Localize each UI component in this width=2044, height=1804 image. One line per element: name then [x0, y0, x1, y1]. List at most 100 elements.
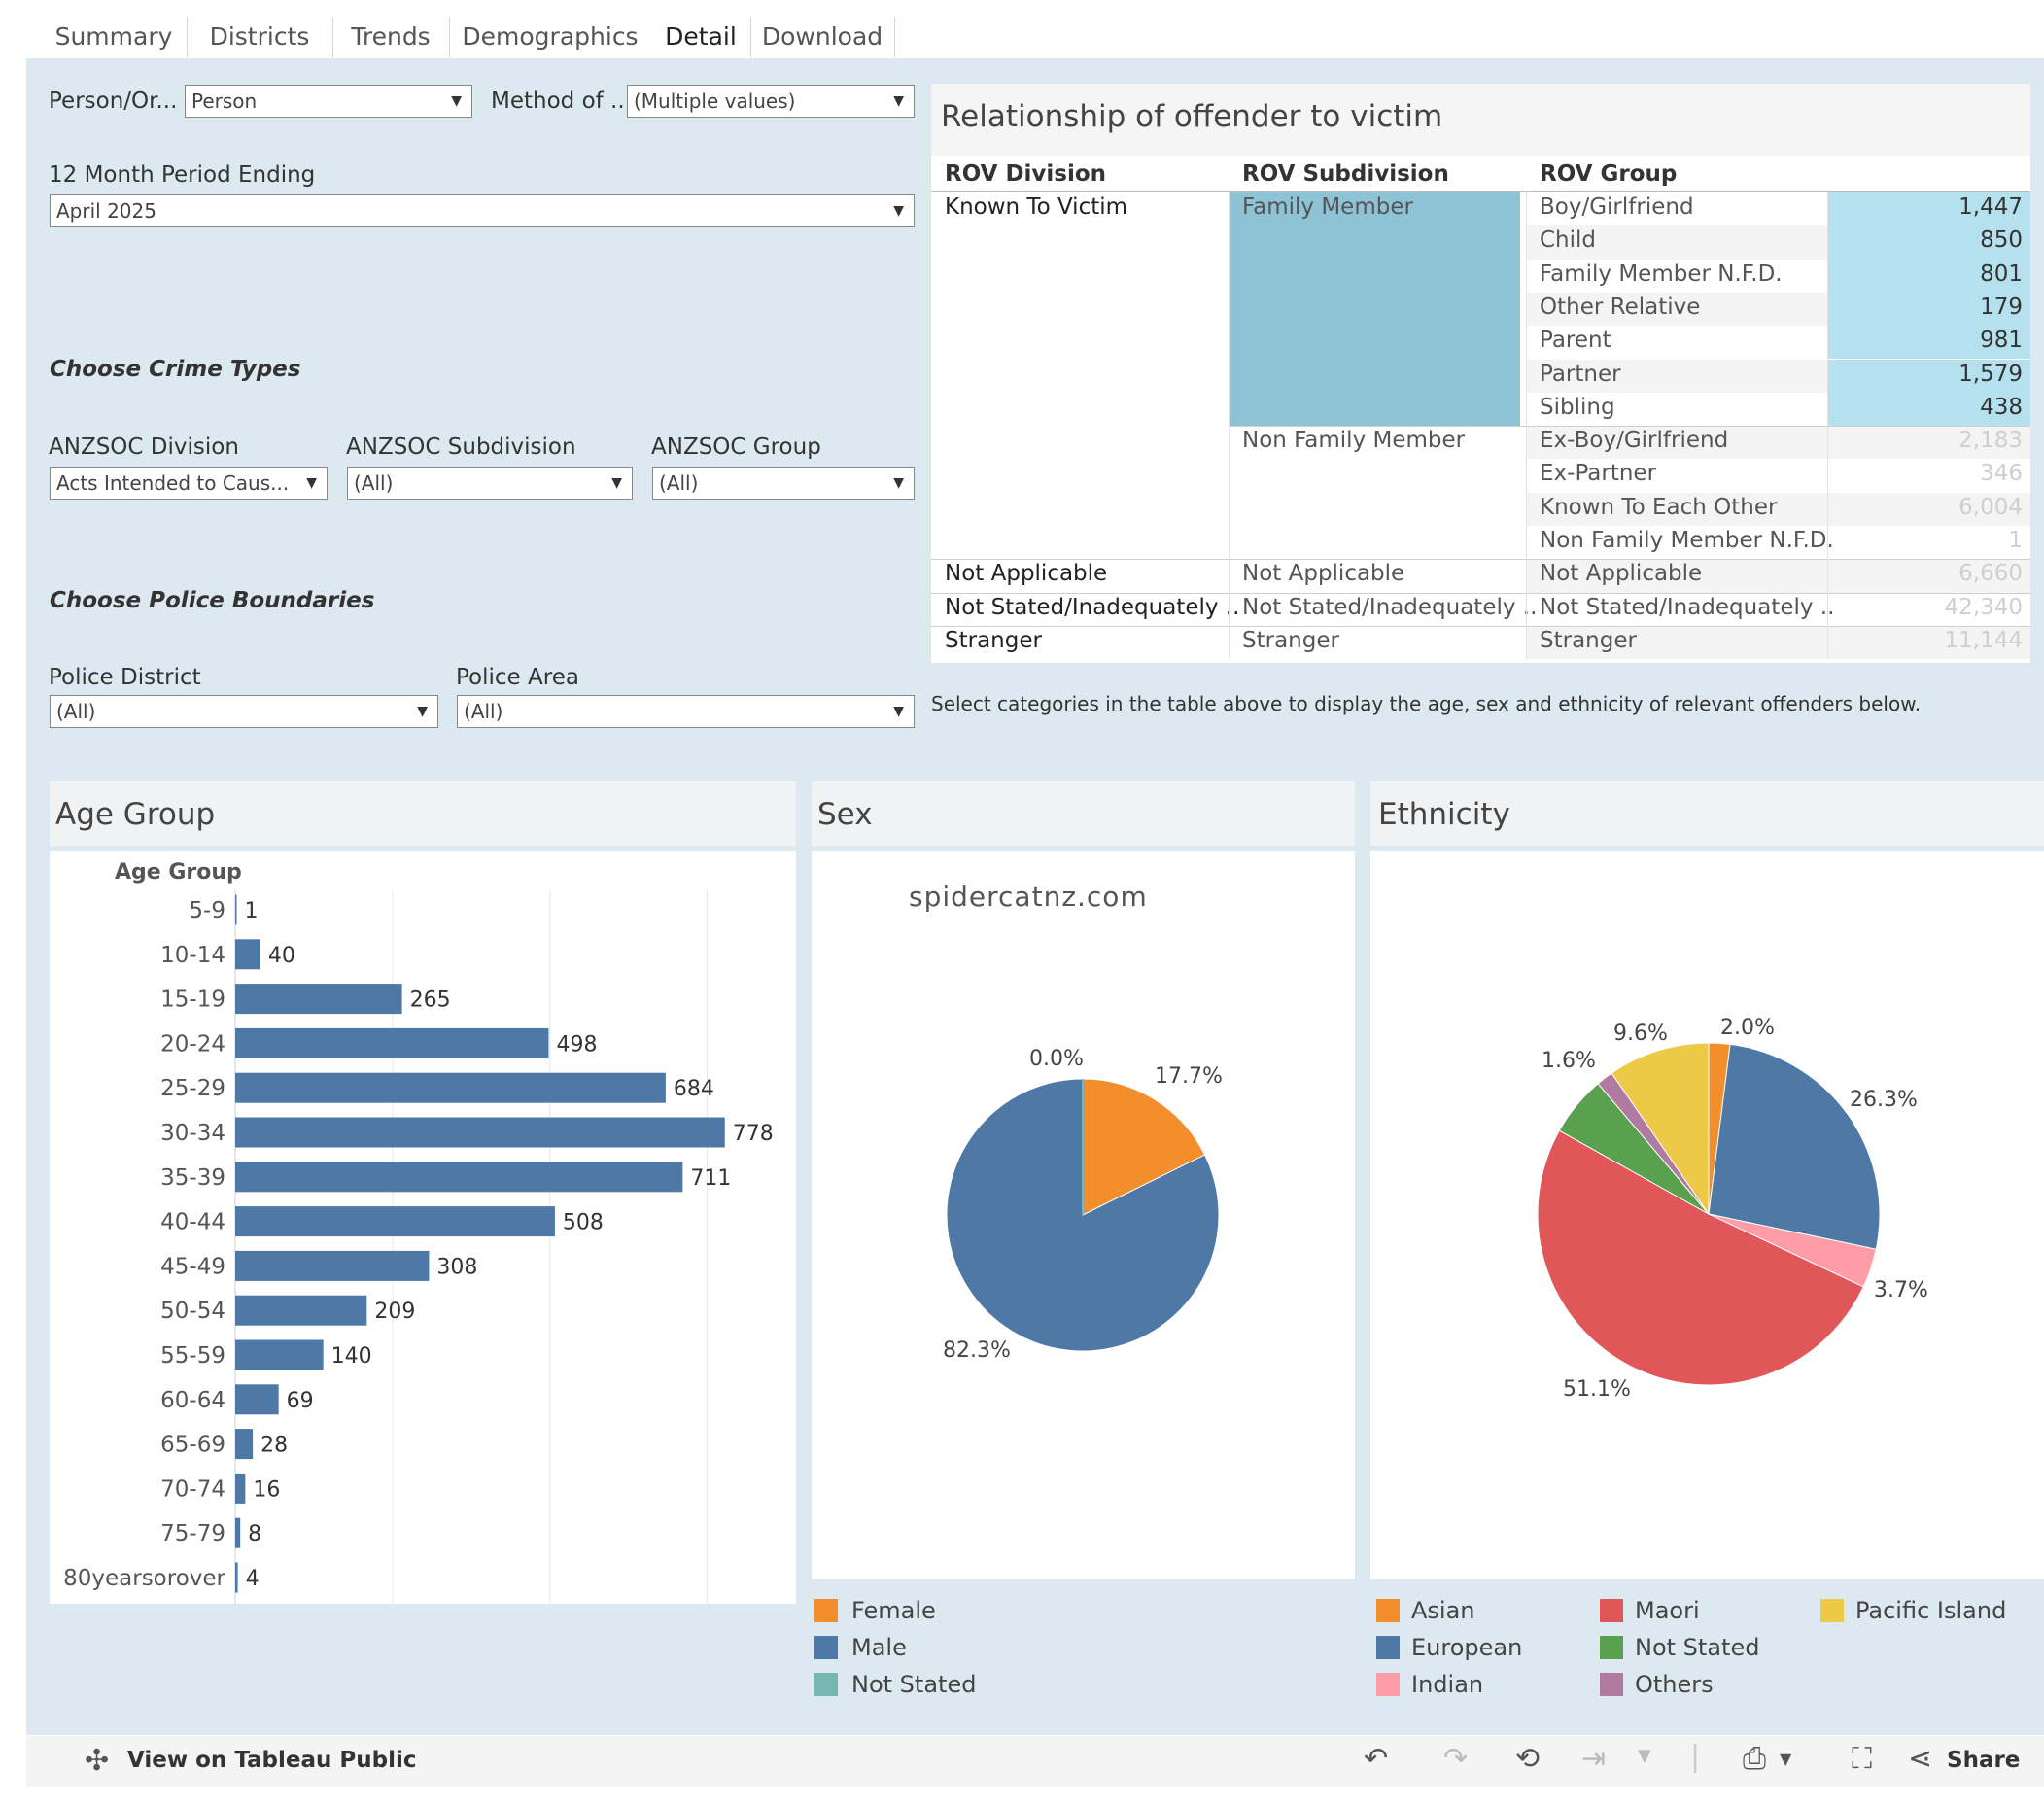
selected-value-cell[interactable]: [1827, 326, 2030, 360]
rov-group-cell[interactable]: Other Relative: [1540, 294, 1701, 320]
tab-demographics[interactable]: Demographics: [449, 17, 652, 57]
legend-swatch[interactable]: [1600, 1673, 1623, 1696]
age-bar[interactable]: [235, 1206, 555, 1237]
rov-group-cell[interactable]: Known To Each Other: [1540, 494, 1778, 520]
tab-districts[interactable]: Districts: [187, 17, 333, 57]
rov-group-cell[interactable]: Child: [1540, 227, 1597, 254]
pie-slice-female[interactable]: [1082, 1078, 1206, 1216]
method-dropdown[interactable]: (Multiple values) ▼: [627, 85, 915, 118]
legend-swatch[interactable]: [814, 1673, 838, 1696]
rov-division-cell[interactable]: Not Applicable: [945, 561, 1108, 587]
redo-icon[interactable]: ↷: [1443, 1742, 1469, 1776]
police-district-dropdown[interactable]: (All) ▼: [50, 695, 438, 728]
legend-swatch[interactable]: [814, 1636, 838, 1659]
share-button[interactable]: Share: [1947, 1748, 2021, 1773]
rov-group-cell[interactable]: Sibling: [1540, 394, 1615, 420]
rov-group-cell[interactable]: Boy/Girlfriend: [1540, 194, 1694, 220]
age-bar[interactable]: [235, 1250, 430, 1281]
age-bar[interactable]: [235, 1072, 666, 1103]
age-bar[interactable]: [235, 894, 237, 925]
legend-swatch[interactable]: [1376, 1673, 1400, 1696]
legend-label[interactable]: Pacific Island: [1855, 1597, 2007, 1624]
rov-value-cell[interactable]: 6,660: [1958, 561, 2023, 587]
rov-value-cell[interactable]: 801: [1980, 260, 2023, 287]
pie-slice-european[interactable]: [1708, 1043, 1881, 1250]
legend-label[interactable]: Male: [851, 1634, 907, 1661]
tab-summary[interactable]: Summary: [41, 17, 188, 57]
chevron-down-icon[interactable]: ▼: [1638, 1746, 1651, 1766]
legend-label[interactable]: Female: [851, 1597, 936, 1624]
rov-group-cell[interactable]: Ex-Partner: [1540, 461, 1657, 487]
revert-icon[interactable]: ⟲: [1515, 1742, 1541, 1776]
anzsoc-subdivision-dropdown[interactable]: (All) ▼: [347, 467, 633, 500]
legend-label[interactable]: Asian: [1411, 1597, 1475, 1624]
pause-updates-icon[interactable]: ⇥: [1581, 1742, 1607, 1776]
rov-group-cell[interactable]: Not Applicable: [1540, 561, 1703, 587]
rov-value-cell[interactable]: 346: [1980, 461, 2023, 487]
legend-label[interactable]: European: [1411, 1634, 1523, 1661]
tab-download[interactable]: Download: [750, 17, 895, 57]
rov-group-cell[interactable]: Non Family Member N.F.D.: [1540, 528, 1834, 553]
age-bar[interactable]: [235, 1027, 549, 1058]
anzsoc-group-dropdown[interactable]: (All) ▼: [652, 467, 915, 500]
rov-group-cell[interactable]: Not Stated/Inadequately ..: [1540, 594, 1835, 620]
rov-value-cell[interactable]: 179: [1980, 294, 2023, 320]
age-bar[interactable]: [235, 1473, 246, 1504]
rov-group-cell[interactable]: Parent: [1540, 328, 1611, 354]
rov-group-cell[interactable]: Family Member N.F.D.: [1540, 260, 1783, 287]
fullscreen-icon[interactable]: ⛶: [1852, 1742, 1872, 1776]
legend-swatch[interactable]: [1600, 1599, 1623, 1622]
legend-swatch[interactable]: [1600, 1636, 1623, 1659]
legend-swatch[interactable]: [1820, 1599, 1844, 1622]
age-bar[interactable]: [235, 984, 402, 1015]
rov-division-cell[interactable]: Stranger: [945, 627, 1042, 653]
legend-label[interactable]: Maori: [1635, 1597, 1700, 1624]
rov-subdivision-cell[interactable]: Not Stated/Inadequately ..: [1242, 594, 1538, 620]
pie-slice-pacific-island[interactable]: [1611, 1042, 1710, 1216]
age-bar[interactable]: [235, 1117, 725, 1148]
legend-label[interactable]: Not Stated: [851, 1671, 977, 1698]
tab-trends[interactable]: Trends: [332, 17, 450, 57]
rov-value-cell[interactable]: 438: [1980, 394, 2023, 420]
pie-slice-maori[interactable]: [1537, 1129, 1864, 1386]
legend-swatch[interactable]: [1376, 1599, 1400, 1622]
period-dropdown[interactable]: April 2025 ▼: [50, 194, 915, 227]
rov-division-cell[interactable]: Known To Victim: [945, 194, 1128, 220]
legend-label[interactable]: Indian: [1411, 1671, 1484, 1698]
legend-label[interactable]: Others: [1635, 1671, 1714, 1698]
rov-value-cell[interactable]: 1,579: [1958, 361, 2023, 387]
tab-detail[interactable]: Detail: [651, 17, 751, 57]
police-area-dropdown[interactable]: (All) ▼: [457, 695, 915, 728]
rov-value-cell[interactable]: 1: [2008, 528, 2023, 553]
legend-label[interactable]: Not Stated: [1635, 1634, 1760, 1661]
share-icon[interactable]: ⋖: [1908, 1742, 1933, 1776]
rov-value-cell[interactable]: 850: [1980, 227, 2023, 254]
rov-subdivision-cell[interactable]: Not Applicable: [1242, 561, 1405, 587]
age-bar[interactable]: [235, 1162, 683, 1193]
rov-value-cell[interactable]: 6,004: [1958, 494, 2023, 520]
age-bar[interactable]: [235, 1295, 367, 1326]
rov-group-cell[interactable]: Partner: [1540, 361, 1621, 387]
legend-swatch[interactable]: [1376, 1636, 1400, 1659]
selected-value-cell[interactable]: [1827, 259, 2030, 293]
rov-value-cell[interactable]: 981: [1980, 328, 2023, 354]
age-bar[interactable]: [235, 1517, 241, 1548]
age-bar[interactable]: [235, 939, 260, 970]
age-bar[interactable]: [235, 1384, 279, 1415]
rov-subdivision-cell[interactable]: Family Member: [1242, 194, 1413, 220]
rov-subdivision-cell[interactable]: Non Family Member: [1242, 428, 1466, 454]
selected-value-cell[interactable]: [1827, 292, 2030, 327]
selected-subdivision-cell[interactable]: [1229, 192, 1520, 427]
selected-value-cell[interactable]: [1827, 359, 2030, 393]
rov-value-cell[interactable]: 11,144: [1944, 627, 2023, 653]
age-bar[interactable]: [235, 1429, 254, 1460]
selected-value-cell[interactable]: [1827, 226, 2030, 260]
chevron-down-icon[interactable]: ▼: [1780, 1750, 1792, 1768]
selected-value-cell[interactable]: [1827, 392, 2030, 427]
rov-value-cell[interactable]: 2,183: [1958, 428, 2023, 454]
selected-value-cell[interactable]: [1827, 192, 2030, 226]
rov-group-cell[interactable]: Stranger: [1540, 627, 1637, 653]
rov-group-cell[interactable]: Ex-Boy/Girlfriend: [1540, 428, 1729, 454]
anzsoc-division-dropdown[interactable]: Acts Intended to Caus... ▼: [50, 467, 328, 500]
rov-subdivision-cell[interactable]: Stranger: [1242, 627, 1339, 653]
